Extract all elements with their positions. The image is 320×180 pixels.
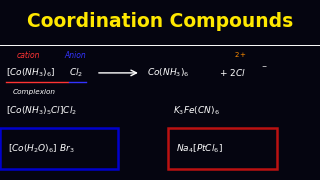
Text: Coordination Compounds: Coordination Compounds (27, 12, 293, 31)
Text: $Co(NH_3)_6$: $Co(NH_3)_6$ (147, 67, 189, 79)
FancyBboxPatch shape (168, 128, 277, 169)
Text: Complexion: Complexion (13, 89, 56, 95)
Text: $[Co(NH_3)_5Cl]Cl_2$: $[Co(NH_3)_5Cl]Cl_2$ (6, 104, 77, 117)
FancyBboxPatch shape (0, 128, 118, 169)
Text: $+ \ 2Cl$: $+ \ 2Cl$ (219, 67, 246, 78)
Text: $2+$: $2+$ (234, 50, 247, 59)
Text: $[Co(NH_3)_6]$: $[Co(NH_3)_6]$ (6, 67, 56, 79)
Text: $Na_4[PtCl_6]$: $Na_4[PtCl_6]$ (176, 142, 223, 155)
Text: $-$: $-$ (261, 63, 267, 68)
Text: $Cl_2$: $Cl_2$ (69, 67, 83, 79)
Text: $K_3Fe(CN)_6$: $K_3Fe(CN)_6$ (173, 104, 220, 117)
Text: Anion: Anion (64, 51, 86, 60)
Text: cation: cation (17, 51, 41, 60)
Text: $[Co(H_2O)_6]\ Br_3$: $[Co(H_2O)_6]\ Br_3$ (8, 142, 75, 155)
